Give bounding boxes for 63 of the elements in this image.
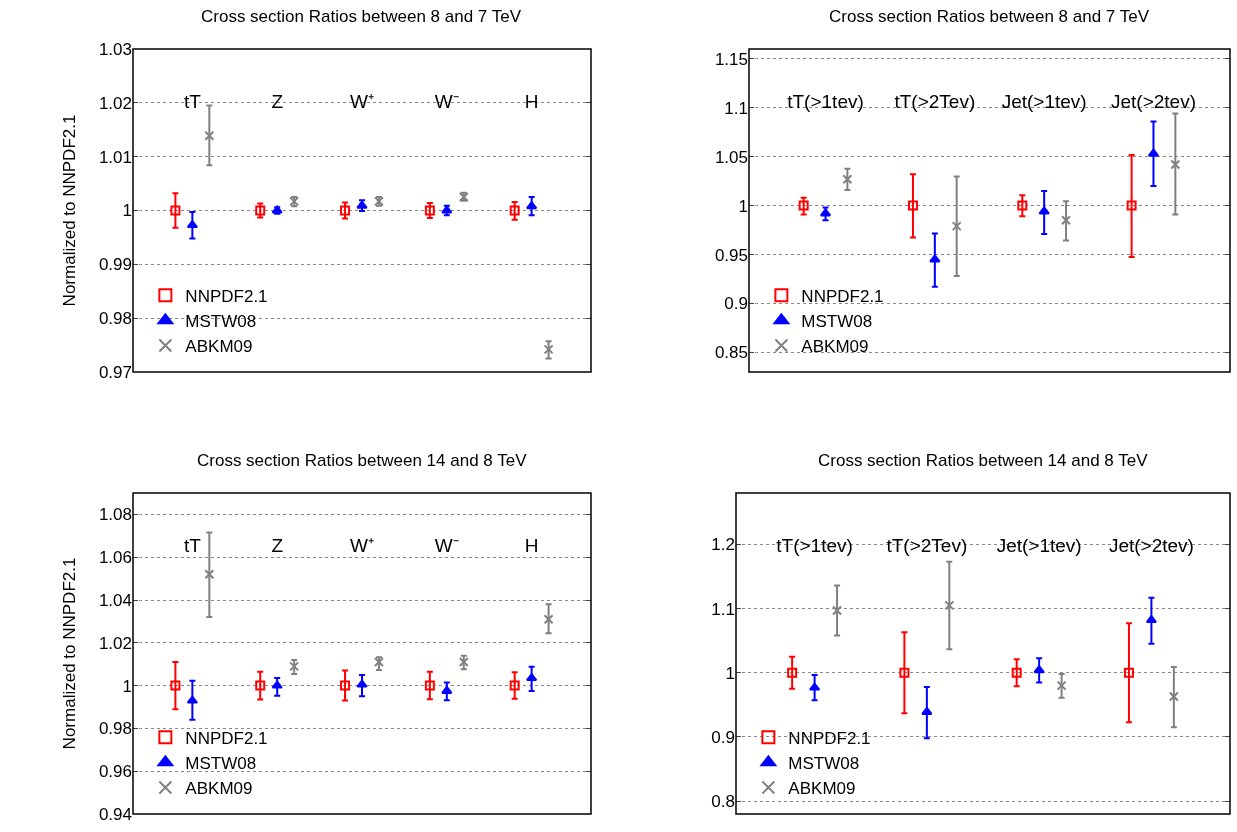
- x-tick-label: W⁻: [434, 90, 459, 112]
- y-tick-label: 1.01: [98, 147, 132, 167]
- legend-label: MSTW08: [788, 753, 860, 773]
- y-tick-label: 1.02: [98, 93, 132, 113]
- x-tick-label: Z: [271, 534, 284, 556]
- chart-title: Cross section Ratios between 14 and 8 TeV: [818, 451, 1149, 470]
- y-tick-label: 1: [122, 676, 132, 696]
- legend-label: ABKM09: [185, 337, 253, 357]
- y-tick-label: 0.94: [98, 804, 132, 824]
- x-tick-label: tT(>2Tev): [894, 90, 976, 112]
- x-tick-label: Jet(>1tev): [1001, 90, 1087, 112]
- legend-label: NNPDF2.1: [801, 286, 884, 306]
- y-tick-label: 1.2: [711, 535, 735, 555]
- y-tick-label: 1: [725, 663, 735, 683]
- y-tick-label: 0.85: [714, 343, 748, 363]
- y-axis-title: Normalized to NNPDF2.1: [60, 557, 80, 750]
- x-tick-label: H: [524, 90, 539, 112]
- y-tick-label: 1: [738, 196, 748, 216]
- legend-label: MSTW08: [185, 753, 257, 773]
- legend-label: MSTW08: [801, 311, 873, 331]
- y-tick-label: 0.98: [98, 309, 132, 329]
- y-tick-label: 1.06: [98, 548, 132, 568]
- x-tick-label: tT(>1tev): [787, 90, 864, 112]
- legend-label: NNPDF2.1: [185, 286, 268, 306]
- y-tick-label: 1: [122, 201, 132, 221]
- legend-label: MSTW08: [185, 311, 257, 331]
- y-tick-label: 0.9: [724, 294, 748, 314]
- y-tick-label: 0.9: [711, 727, 735, 747]
- x-tick-label: Jet(>2tev): [1108, 534, 1194, 556]
- y-tick-label: 0.97: [98, 362, 132, 382]
- y-tick-label: 1.02: [98, 633, 132, 653]
- x-tick-label: tT(>2Tev): [886, 534, 968, 556]
- x-tick-label: tT: [183, 90, 202, 112]
- y-tick-label: 0.96: [98, 762, 132, 782]
- y-tick-label: 1.1: [724, 98, 748, 118]
- legend-label: NNPDF2.1: [185, 728, 268, 748]
- x-tick-label: W⁻: [434, 534, 459, 556]
- legend-label: ABKM09: [185, 779, 253, 799]
- y-tick-label: 0.8: [711, 792, 735, 812]
- y-tick-label: 1.03: [98, 39, 132, 59]
- y-tick-label: 1.08: [98, 505, 132, 525]
- legend-label: NNPDF2.1: [788, 728, 871, 748]
- legend-label: ABKM09: [788, 779, 856, 799]
- x-tick-label: Z: [271, 90, 284, 112]
- x-tick-label: W⁺: [350, 90, 374, 112]
- chart-title: Cross section Ratios between 8 and 7 TeV: [829, 7, 1150, 26]
- y-tick-label: 1.15: [714, 49, 748, 69]
- x-tick-label: Jet(>1tev): [996, 534, 1082, 556]
- y-tick-label: 1.05: [714, 147, 748, 167]
- y-tick-label: 0.99: [98, 255, 132, 275]
- x-tick-label: W⁺: [350, 534, 374, 556]
- y-tick-label: 0.98: [98, 719, 132, 739]
- y-tick-label: 1.1: [711, 599, 735, 619]
- chart-title: Cross section Ratios between 8 and 7 TeV: [201, 7, 522, 26]
- x-tick-label: tT(>1tev): [776, 534, 853, 556]
- chart-title: Cross section Ratios between 14 and 8 TeV: [197, 451, 528, 470]
- y-tick-label: 0.95: [714, 245, 748, 265]
- x-tick-label: H: [524, 534, 539, 556]
- legend-label: ABKM09: [801, 337, 869, 357]
- y-axis-title: Normalized to NNPDF2.1: [60, 114, 80, 307]
- y-tick-label: 1.04: [98, 590, 132, 610]
- x-tick-label: tT: [183, 534, 202, 556]
- x-tick-label: Jet(>2tev): [1110, 90, 1196, 112]
